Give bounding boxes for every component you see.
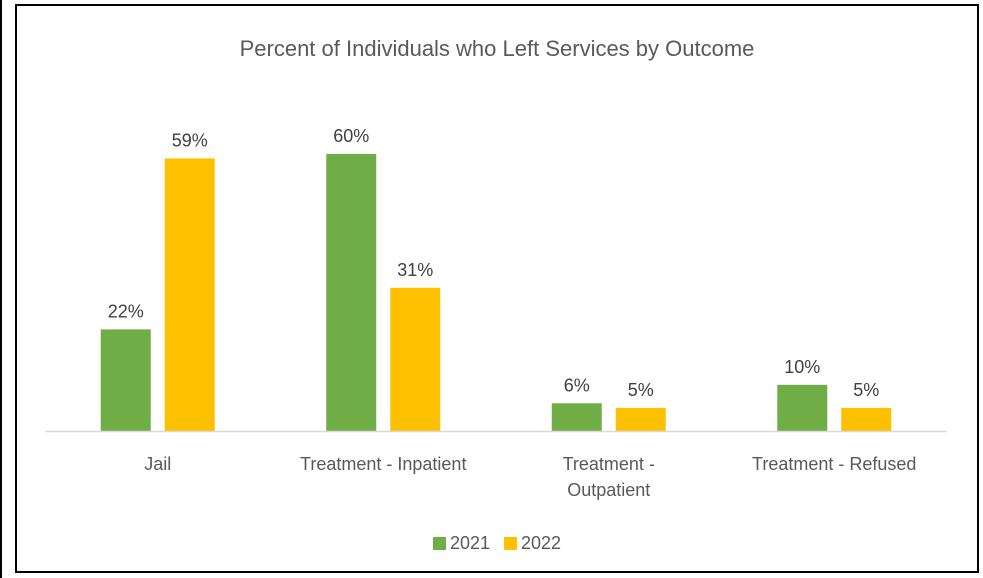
- category-label-2-0: Treatment -: [563, 454, 655, 474]
- data-label-2022-1: 31%: [397, 260, 433, 280]
- bar-2022-1: [390, 287, 441, 431]
- chart-title: Percent of Individuals who Left Services…: [239, 36, 755, 61]
- bar-2022-2: [615, 407, 666, 431]
- legend-label-2022: 2022: [521, 533, 562, 553]
- chart-frame: Percent of Individuals who Left Services…: [15, 4, 979, 573]
- data-label-2021-2: 6%: [564, 375, 590, 395]
- chart-plot-area: 22% 59% Jail 60% 31% Treatment - Inpatient 6% 5…: [45, 126, 947, 500]
- page-left-border: [0, 0, 2, 578]
- legend-label-2021: 2021: [449, 533, 490, 553]
- bar-2021-1: [326, 153, 377, 431]
- legend-item-2022: 2022: [504, 533, 561, 554]
- category-label-1-0: Treatment - Inpatient: [300, 454, 466, 474]
- data-label-2022-3: 5%: [853, 380, 879, 400]
- bar-2021-2: [551, 403, 602, 431]
- category-label-2-1: Outpatient: [567, 480, 650, 500]
- bar-2022-0: [164, 158, 215, 431]
- data-label-2022-2: 5%: [628, 380, 654, 400]
- bar-2022-3: [841, 407, 892, 431]
- legend-swatch-2022: [504, 537, 517, 550]
- bar-2021-3: [777, 384, 828, 431]
- data-label-2022-0: 59%: [172, 130, 208, 150]
- data-label-2021-3: 10%: [784, 357, 820, 377]
- chart-legend: 2021 2022: [17, 533, 977, 554]
- data-label-2021-0: 22%: [108, 301, 144, 321]
- category-label-3-0: Treatment - Refused: [752, 454, 916, 474]
- legend-swatch-2021: [432, 537, 446, 550]
- bar-2021-0: [100, 329, 151, 431]
- category-label-0-0: Jail: [144, 454, 171, 474]
- data-label-2021-1: 60%: [333, 126, 369, 146]
- legend-item-2021: 2021: [432, 533, 490, 554]
